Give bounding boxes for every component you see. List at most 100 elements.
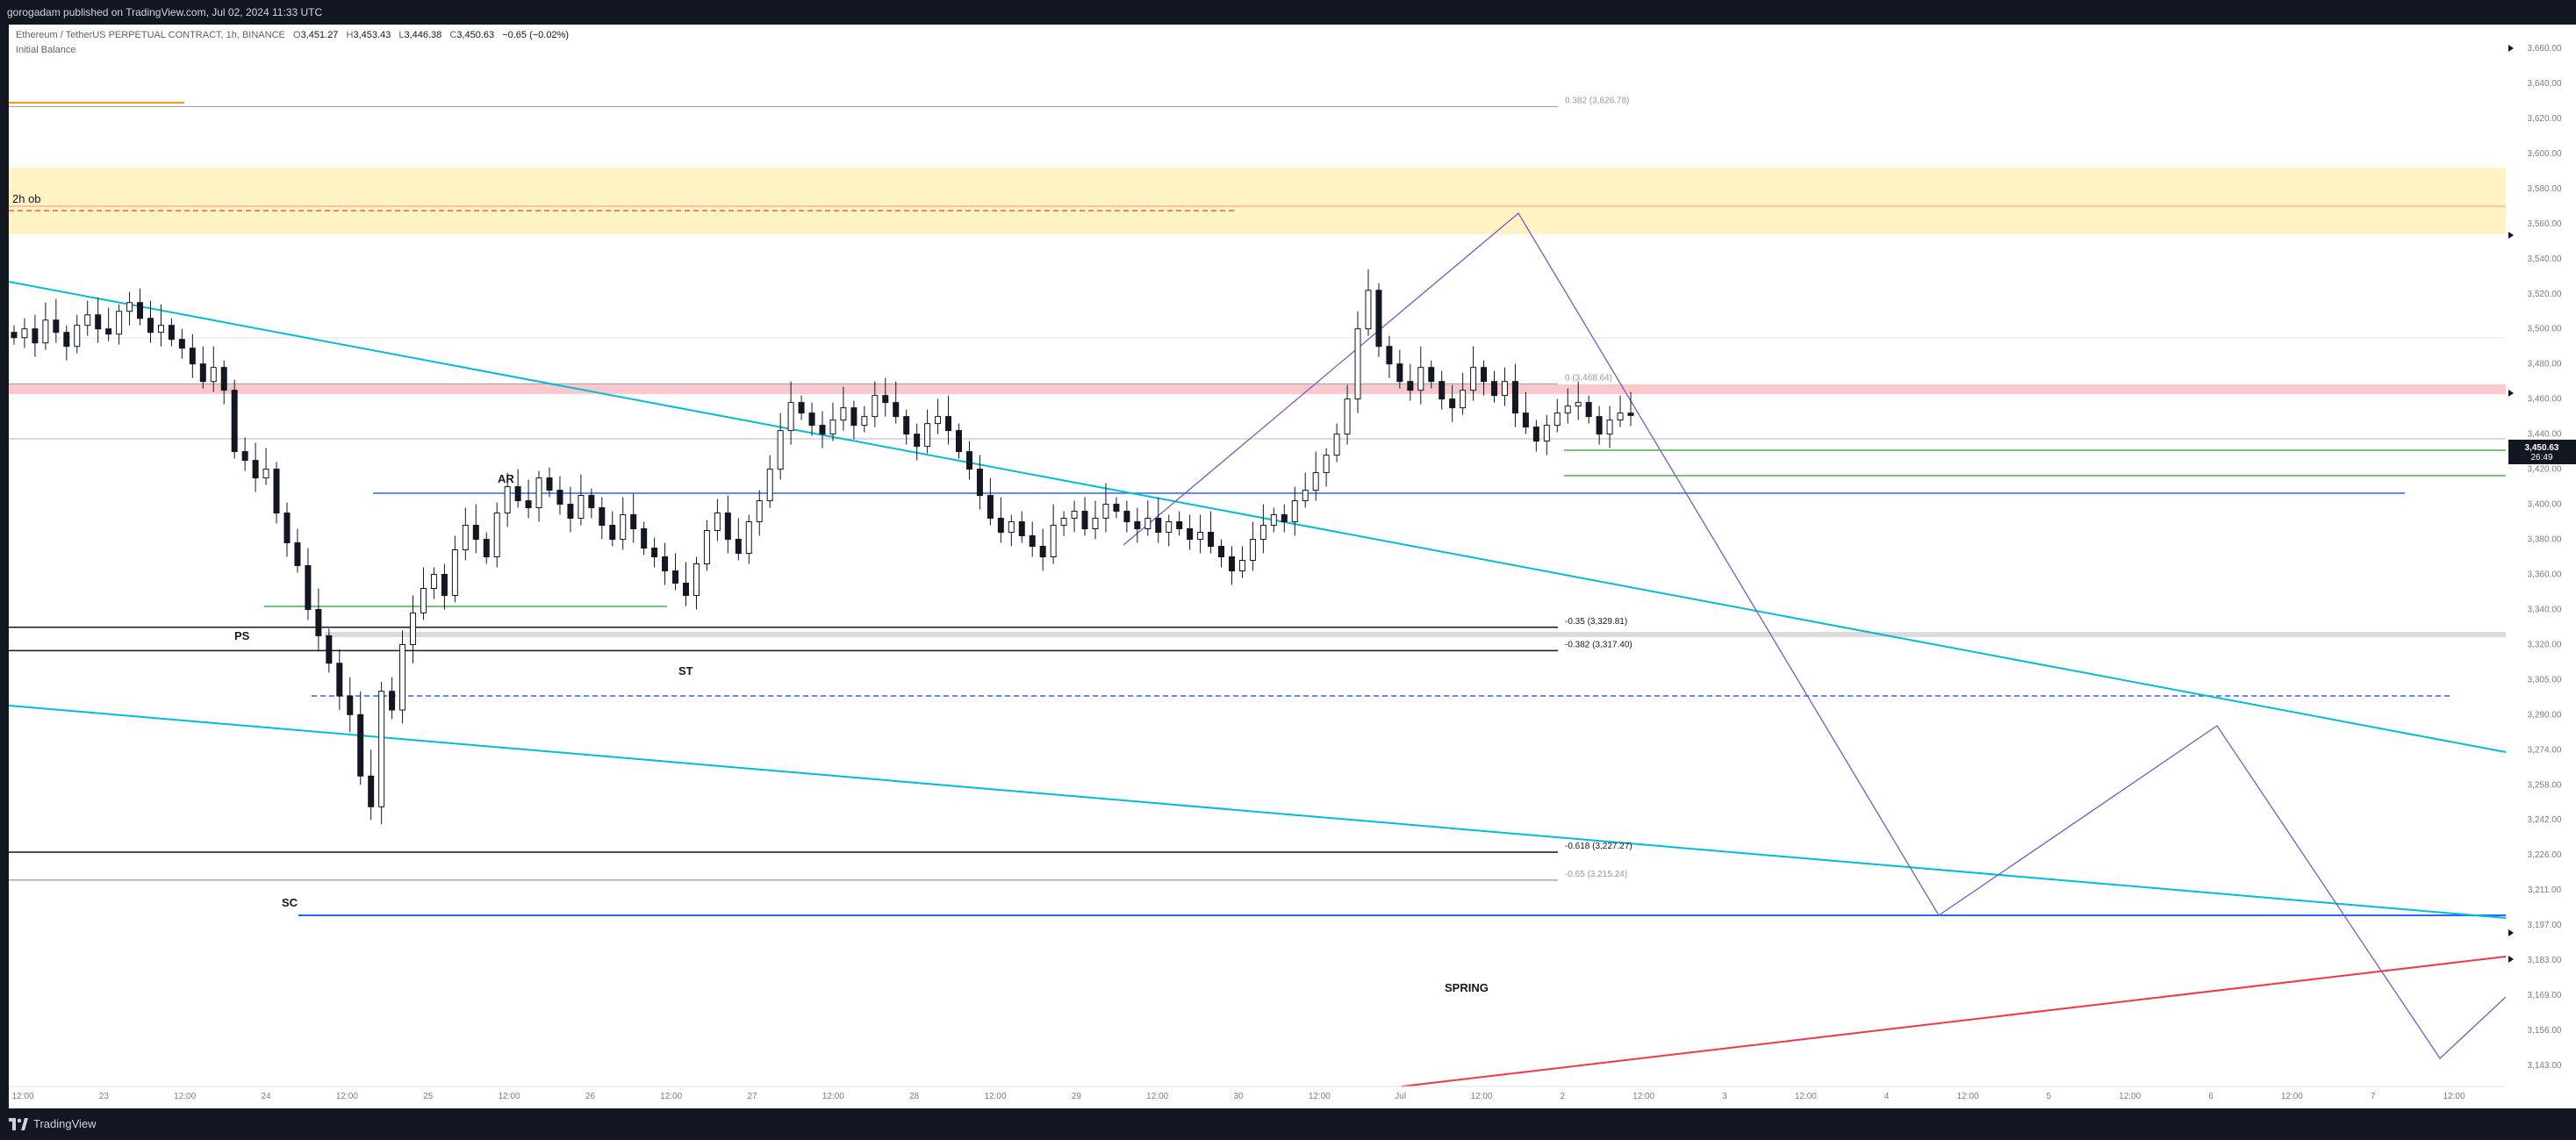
candle-body [1113,504,1120,513]
time-tick-label: 3 [1722,1092,1727,1101]
candle-body [1176,521,1183,530]
price-tick-label: 3,520.00 [2528,290,2562,299]
fib-level-label: -0.618 (3,227.27) [1565,842,1632,851]
candle-body [1039,546,1046,557]
time-axis[interactable]: 12:00 23 12:00 24 12:00 25 12:00 26 12:00 27 12:00… [9,1086,2506,1101]
price-axis[interactable]: 3,660.00 3,640.00 3,620.00 3,600.00 3,580.00… [2506,25,2576,1108]
projection-path [1123,212,2507,1059]
candle-body [347,695,354,715]
candle-body [1134,521,1141,530]
indicator-row[interactable]: Initial Balance [16,43,574,58]
candle-body [808,412,815,427]
phase-label: ST [678,664,693,678]
candle-body [1596,416,1603,435]
candle-body [556,490,563,505]
time-tick-label: 12:00 [11,1092,33,1101]
resistance-zone [9,384,2506,394]
candle-body [819,425,826,435]
candle-body [493,513,500,557]
fib-level-label: -0.65 (3,215.24) [1565,870,1627,879]
candle-body [1470,367,1477,391]
candle-body [210,367,217,383]
candle-body [829,419,836,435]
axis-marker-icon [2508,956,2514,963]
close-value: 3,450.63 [456,30,495,40]
candle-body [1312,472,1319,491]
candle-body [1291,500,1298,523]
price-tick-label: 3,540.00 [2528,255,2562,264]
candle-body [756,500,763,523]
price-tick-label: 3,340.00 [2528,605,2562,614]
tradingview-logo[interactable]: TradingView [9,1117,97,1130]
candle-body [1543,425,1550,442]
price-tick-label: 3,305.00 [2528,675,2562,685]
candle-body [861,416,868,427]
price-tick-label: 3,620.00 [2528,114,2562,124]
candle-body [1008,521,1015,534]
candle-body [1270,514,1277,527]
time-tick-label: 12:00 [2281,1092,2303,1101]
candle-body [1155,518,1162,534]
time-tick-label: 29 [1072,1092,1082,1101]
indicator-name[interactable]: Initial Balance [16,45,76,55]
fib-level-label: -0.382 (3,317.40) [1565,640,1632,649]
time-tick-label: 12:00 [822,1092,844,1101]
footer-bar: TradingView [0,1108,2576,1140]
candle-body [955,430,962,453]
candle-body [620,514,627,541]
drawing-labels: 0.382 (3,626.78) 0 (3,468.64) -0.35 (3,329… [12,96,1632,994]
chart-area[interactable]: 0.382 (3,626.78) 0 (3,468.64) -0.35 (3,329… [9,25,2576,1108]
candle-body [368,775,375,807]
price-tick-label: 3,600.00 [2528,149,2562,159]
candle-body [914,434,921,448]
candle-body [893,402,900,418]
price-tick-label: 3,500.00 [2528,325,2562,334]
candle-body [965,451,972,470]
candle-body [1522,412,1529,428]
candle-body [1553,412,1561,427]
candle-body [567,504,574,520]
last-price-tag [2508,440,2576,464]
candle-body [1417,367,1424,391]
price-tick-label: 3,460.00 [2528,395,2562,405]
chart-legend: Ethereum / TetherUS PERPETUAL CONTRACT, … [16,28,574,58]
price-tick-label: 3,360.00 [2528,570,2562,579]
price-tick-label: 3,169.00 [2528,991,2562,1000]
candle-body [1050,525,1057,557]
candle-body [1511,381,1518,414]
price-tick-label: 3,580.00 [2528,184,2562,194]
red-rising-line [1401,956,2507,1087]
candle-body [241,451,248,462]
phase-label: SC [282,896,298,909]
close-label: C [449,30,457,40]
candle-body [872,395,879,418]
candle-body [1102,504,1109,520]
candle-body [1228,556,1235,571]
candle-body [116,311,123,335]
candle-body [1491,381,1498,397]
phase-label: SPRING [1445,981,1489,994]
candle-body [483,539,490,557]
time-tick-label: 5 [2047,1092,2052,1101]
candle-body [1439,381,1446,400]
candle-body [273,469,280,514]
candle-body [378,691,385,807]
price-chart[interactable]: 0.382 (3,626.78) 0 (3,468.64) -0.35 (3,329… [9,25,2576,1108]
candle-body [472,525,479,541]
candle-body [294,542,301,566]
candle-body [462,525,469,551]
price-axis-bg [2506,25,2576,1108]
candle-body [126,302,133,312]
price-tick-label: 3,420.00 [2528,465,2562,475]
price-tick-label: 3,380.00 [2528,535,2562,545]
candle-body [1081,511,1088,530]
axis-marker-icon [2508,232,2514,239]
candle-body [840,407,847,421]
candle-body [63,332,70,348]
candle-body [997,518,1004,534]
candle-body [976,469,983,497]
price-tick-label: 3,156.00 [2528,1026,2562,1036]
price-zones [9,168,2506,637]
candle-body [1238,559,1245,571]
candle-body [1428,367,1435,383]
